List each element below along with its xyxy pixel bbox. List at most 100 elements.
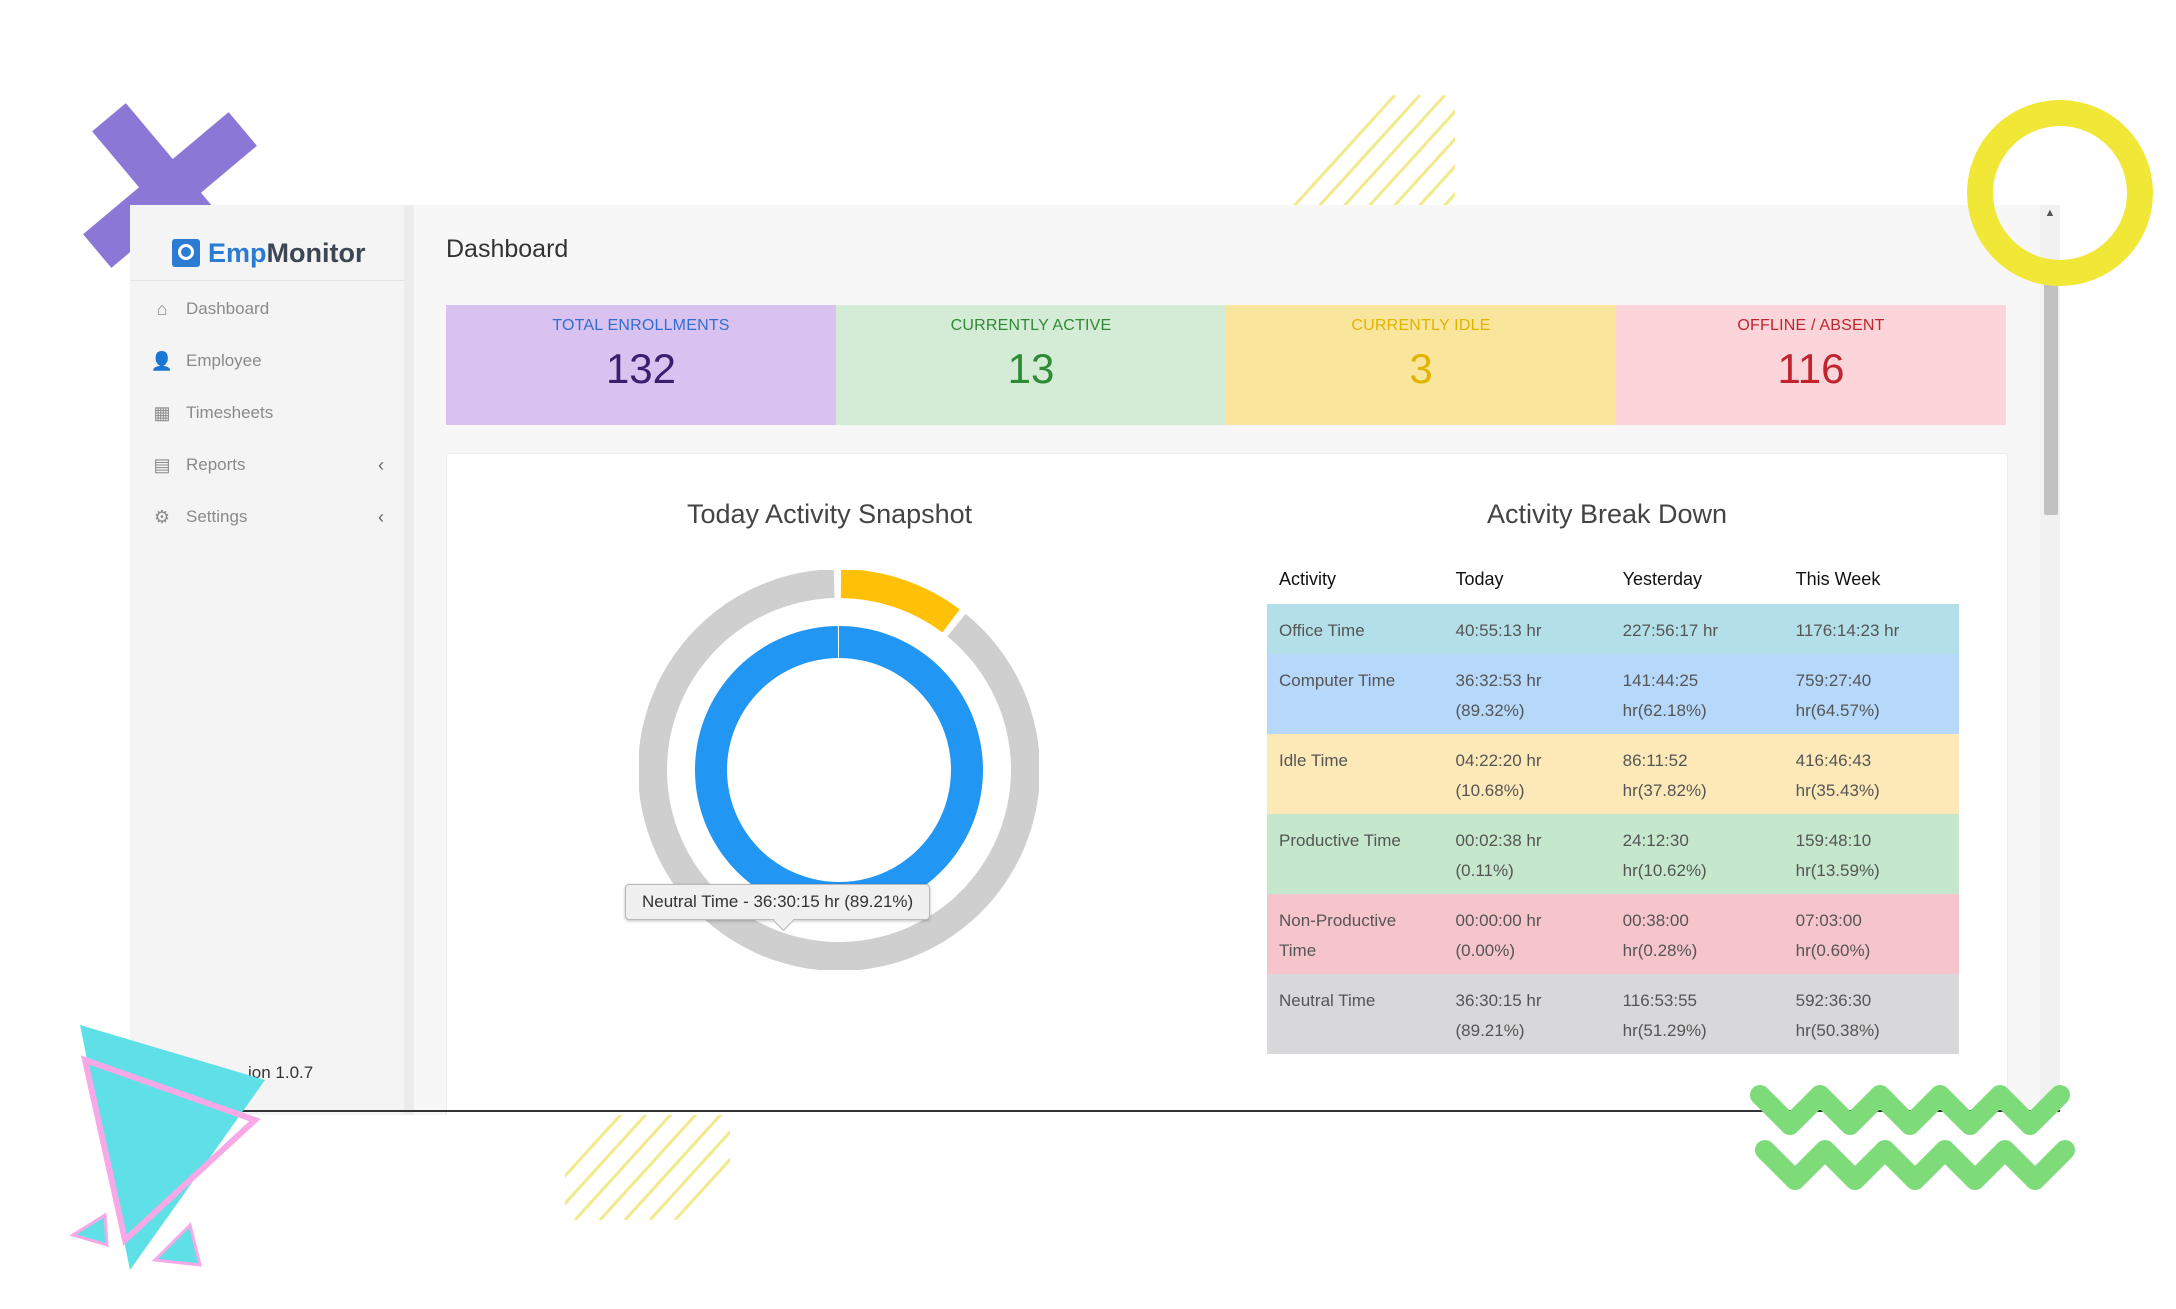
table-cell: 07:03:00 hr(0.60%) — [1784, 894, 1959, 974]
scroll-up-arrow-icon[interactable]: ▲ — [2044, 207, 2056, 219]
stat-label: CURRENTLY ACTIVE — [950, 317, 1112, 334]
chevron-left-icon[interactable]: ‹ — [378, 506, 384, 527]
table-cell: 36:30:15 hr (89.21%) — [1444, 974, 1611, 1054]
table-cell-line: hr(50.38%) — [1795, 1021, 1880, 1040]
sidebar-divider — [130, 280, 404, 281]
inner-slice-neutral-time[interactable] — [694, 626, 983, 914]
table-cell: 227:56:17 hr — [1611, 604, 1784, 654]
table-cell: 40:55:13 hr — [1444, 604, 1611, 654]
sidebar-item-reports[interactable]: ▤ Reports ‹ — [152, 443, 392, 487]
report-icon: ▤ — [153, 454, 171, 475]
table-row: Office Time 40:55:13 hr 227:56:17 hr 1176:1… — [1267, 604, 1959, 654]
table-cell-line: (10.68%) — [1455, 781, 1525, 800]
table-header-cell: This Week — [1795, 568, 1881, 589]
table-cell: 759:27:40 hr(64.57%) — [1784, 654, 1959, 734]
stat-value: 132 — [605, 345, 677, 392]
sidebar-item-employee[interactable]: 👤 Employee — [150, 339, 392, 383]
table-cell-line: 36:30:15 hr — [1455, 991, 1542, 1010]
activity-donut-chart[interactable] — [639, 570, 1039, 970]
table-cell-line: 1176:14:23 hr — [1795, 621, 1900, 640]
table-cell-line: (89.32%) — [1455, 701, 1525, 720]
table-cell: 00:00:00 hr (0.00%) — [1444, 894, 1611, 974]
outer-slice-idle-time[interactable] — [840, 570, 960, 633]
chart-tooltip: Neutral Time - 36:30:15 hr (89.21%) — [625, 884, 931, 920]
table-cell-line: 00:00:00 hr — [1455, 911, 1542, 930]
table-row: Productive Time 00:02:38 hr (0.11%) 24:12:3… — [1267, 814, 1959, 894]
calendar-icon: ▦ — [153, 402, 171, 423]
table-cell-line: hr(64.57%) — [1795, 701, 1880, 720]
table-cell: 416:46:43 hr(35.43%) — [1784, 734, 1959, 814]
table-cell-line: 36:32:53 hr — [1455, 671, 1542, 690]
sidebar-item-label: Reports — [186, 455, 246, 474]
stat-value: 116 — [1777, 345, 1845, 392]
sidebar-item-label: Dashboard — [186, 299, 270, 318]
table-cell-line: 116:53:55 — [1622, 991, 1697, 1010]
stat-card-total-enrollments[interactable]: TOTAL ENROLLMENTS 132 — [446, 305, 836, 425]
table-cell-line: 07:03:00 — [1795, 911, 1862, 930]
main-content: Dashboard TOTAL ENROLLMENTS 132 CURRENTL… — [414, 205, 2060, 1115]
table-cell-line: hr(51.29%) — [1622, 1021, 1707, 1040]
gear-icon: ⚙ — [153, 506, 171, 527]
brand-suffix: Monitor — [266, 237, 366, 268]
chevron-left-icon[interactable]: ‹ — [378, 454, 384, 475]
table-cell-line: hr(35.43%) — [1795, 781, 1880, 800]
table-cell-line: hr(62.18%) — [1622, 701, 1707, 720]
sidebar-item-label: Settings — [186, 507, 248, 526]
table-cell: 141:44:25 hr(62.18%) — [1611, 654, 1784, 734]
table-cell: 159:48:10 hr(13.59%) — [1784, 814, 1959, 894]
table-cell-line: 159:48:10 — [1795, 831, 1872, 850]
table-cell-line: 04:22:20 hr — [1455, 751, 1542, 770]
table-cell: Idle Time — [1267, 734, 1444, 814]
brand-logo[interactable]: Emp Monitor — [172, 223, 366, 283]
table-cell-line: 759:27:40 — [1795, 671, 1872, 690]
table-cell-line: Non-Productive — [1279, 911, 1397, 930]
sidebar-item-label: Employee — [186, 351, 262, 370]
table-cell: 00:02:38 hr (0.11%) — [1444, 814, 1611, 894]
brand-prefix: Emp — [208, 237, 267, 268]
table-cell-line: Neutral Time — [1279, 991, 1376, 1010]
stat-value: 3 — [1409, 345, 1433, 392]
stat-card-offline-absent[interactable]: OFFLINE / ABSENT 116 — [1616, 305, 2006, 425]
table-cell: 116:53:55 hr(51.29%) — [1611, 974, 1784, 1054]
divider-line — [130, 1110, 2060, 1112]
stat-card-currently-idle[interactable]: CURRENTLY IDLE 3 — [1226, 305, 1616, 425]
table-cell: 24:12:30 hr(10.62%) — [1611, 814, 1784, 894]
table-cell-line: hr(13.59%) — [1795, 861, 1880, 880]
cyan-triangle-decoration — [69, 1025, 265, 1270]
table-cell: 04:22:20 hr (10.68%) — [1444, 734, 1611, 814]
stat-card-currently-active[interactable]: CURRENTLY ACTIVE 13 — [836, 305, 1226, 425]
table-cell-line: 86:11:52 — [1622, 751, 1688, 770]
table-cell: 592:36:30 hr(50.38%) — [1784, 974, 1959, 1054]
table-cell-line: (89.21%) — [1455, 1021, 1525, 1040]
user-icon: 👤 — [150, 350, 174, 371]
sidebar: Emp Monitor ⌂ Dashboard 👤 Employee ▦ Time… — [130, 205, 414, 1115]
table-cell-line: 592:36:30 — [1795, 991, 1872, 1010]
table-cell: 1176:14:23 hr — [1784, 604, 1959, 654]
stat-label: CURRENTLY IDLE — [1351, 317, 1491, 334]
green-zigzag-decoration — [1750, 1085, 2075, 1190]
table-header-cell: Activity — [1279, 568, 1337, 589]
sidebar-item-settings[interactable]: ⚙ Settings ‹ — [152, 495, 392, 539]
table-cell: Non-Productive Time — [1267, 894, 1444, 974]
table-cell: 86:11:52 hr(37.82%) — [1611, 734, 1784, 814]
table-cell-line: 141:44:25 — [1622, 671, 1699, 690]
table-cell-line: Productive Time — [1279, 831, 1401, 850]
table-cell-line: hr(37.82%) — [1622, 781, 1707, 800]
sidebar-item-label: Timesheets — [186, 403, 274, 422]
table-header-cell: Today — [1455, 568, 1504, 589]
table-cell: Productive Time — [1267, 814, 1444, 894]
sidebar-item-timesheets[interactable]: ▦ Timesheets — [152, 391, 392, 435]
table-cell: Computer Time — [1267, 654, 1444, 734]
page-title: Dashboard — [446, 235, 569, 263]
table-cell-line: Idle Time — [1279, 751, 1348, 770]
snapshot-title: Today Activity Snapshot — [687, 499, 973, 529]
stat-label: OFFLINE / ABSENT — [1737, 317, 1885, 334]
table-cell: 36:32:53 hr (89.32%) — [1444, 654, 1611, 734]
activity-breakdown-table: Activity Today Yesterday This Week Office T… — [1267, 554, 1959, 1054]
table-cell-line: (0.11%) — [1455, 861, 1514, 880]
scrollbar-thumb[interactable] — [2044, 275, 2058, 515]
activity-panel: Today Activity Snapshot Neutral Time - 3… — [446, 453, 2008, 1115]
table-header-cell: Yesterday — [1622, 568, 1703, 589]
sidebar-item-dashboard[interactable]: ⌂ Dashboard — [152, 287, 392, 331]
version-label: ion 1.0.7 — [248, 1063, 314, 1082]
